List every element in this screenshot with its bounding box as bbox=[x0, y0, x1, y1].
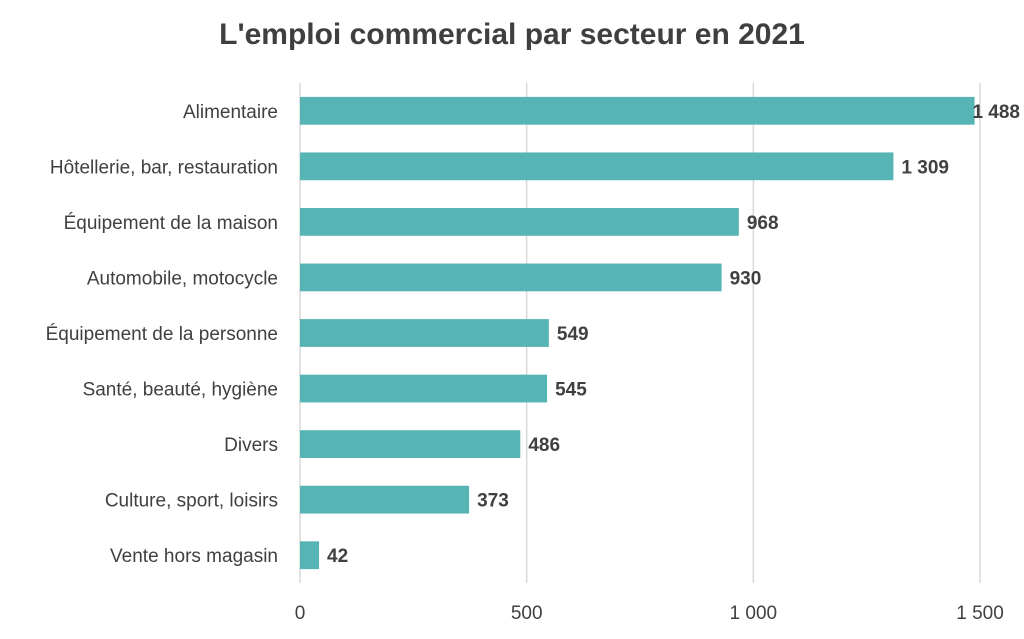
category-label: Culture, sport, loisirs bbox=[105, 491, 278, 512]
category-label: Santé, beauté, hygiène bbox=[83, 380, 278, 401]
category-label: Hôtellerie, bar, restauration bbox=[50, 157, 278, 178]
bar bbox=[300, 485, 470, 514]
data-label: 1 488 bbox=[972, 102, 1020, 123]
category-label: Alimentaire bbox=[183, 102, 278, 123]
chart-title: L'emploi commercial par secteur en 2021 bbox=[219, 18, 805, 51]
bar bbox=[300, 208, 739, 236]
x-axis-tick-labels: 0 500 1 000 1 500 bbox=[295, 603, 1004, 624]
data-label: 545 bbox=[555, 380, 587, 401]
x-tick-label: 1 000 bbox=[730, 603, 778, 624]
category-labels: Alimentaire Hôtellerie, bar, restauration… bbox=[46, 102, 278, 567]
data-label: 373 bbox=[477, 491, 509, 512]
bar bbox=[300, 152, 894, 181]
data-label: 42 bbox=[327, 546, 348, 567]
category-label: Vente hors magasin bbox=[110, 546, 278, 567]
data-label: 549 bbox=[557, 324, 589, 345]
bar bbox=[300, 263, 722, 292]
bar bbox=[300, 430, 521, 458]
bar bbox=[300, 374, 548, 403]
data-label: 968 bbox=[747, 213, 779, 234]
bar bbox=[300, 541, 320, 570]
category-label: Automobile, motocycle bbox=[87, 268, 278, 289]
category-label: Divers bbox=[224, 435, 278, 456]
bar bbox=[300, 319, 549, 347]
data-labels: 1 488 1 309 968 930 549 545 486 373 42 bbox=[327, 102, 1020, 567]
data-label: 930 bbox=[730, 268, 762, 289]
category-label: Équipement de la personne bbox=[46, 324, 278, 345]
data-label: 486 bbox=[528, 435, 560, 456]
x-tick-label: 1 500 bbox=[956, 603, 1004, 624]
bar bbox=[300, 96, 975, 125]
x-tick-label: 0 bbox=[295, 603, 306, 624]
x-tick-label: 500 bbox=[511, 603, 543, 624]
bars bbox=[300, 96, 975, 570]
data-label: 1 309 bbox=[901, 157, 949, 178]
category-label: Équipement de la maison bbox=[64, 213, 278, 234]
